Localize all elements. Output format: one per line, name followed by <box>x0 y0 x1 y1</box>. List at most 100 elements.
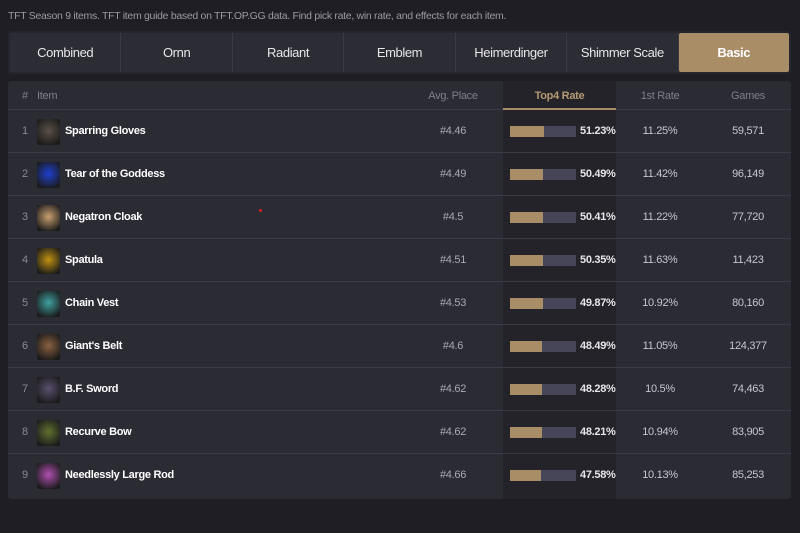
top4-rate-bar-fill <box>510 341 542 352</box>
first-rate: 11.05% <box>642 340 678 352</box>
recurve-bow-icon <box>37 420 60 446</box>
top4-rate-bar-fill <box>510 298 543 309</box>
first-rate: 10.5% <box>645 383 675 395</box>
sort-indicator <box>503 108 616 110</box>
games: 124,377 <box>729 340 767 352</box>
tab-shimmer-scale[interactable]: Shimmer Scale <box>567 33 679 72</box>
header-rank: # <box>22 90 28 102</box>
tab-basic[interactable]: Basic <box>678 33 789 72</box>
top4-rate-bar <box>510 126 576 137</box>
first-rate: 10.92% <box>642 297 678 309</box>
top4-rate-bar-fill <box>510 212 544 223</box>
negatron-cloak-icon <box>37 205 60 231</box>
top4-rate-bar <box>510 212 576 223</box>
table-row[interactable]: 2 Tear of the Goddess #4.49 50.49% 11.42… <box>8 153 791 196</box>
top4-rate-bar-fill <box>510 169 544 180</box>
games: 74,463 <box>732 383 764 395</box>
cursor-dot <box>259 209 262 212</box>
avg-place: #4.49 <box>439 168 467 180</box>
first-rate: 10.94% <box>642 426 678 438</box>
top4-rate-bar-fill <box>510 126 544 137</box>
avg-place: #4.5 <box>442 211 464 223</box>
first-rate: 11.22% <box>642 211 678 223</box>
rank: 3 <box>22 211 28 223</box>
tab-emblem[interactable]: Emblem <box>344 33 456 72</box>
item-name[interactable]: Negatron Cloak <box>65 211 143 223</box>
avg-place: #4.46 <box>439 125 467 137</box>
avg-place: #4.51 <box>439 254 467 266</box>
table-row[interactable]: 4 Spatula #4.51 50.35% 11.63% 11,423 <box>8 239 791 282</box>
table-row[interactable]: 1 Sparring Gloves #4.46 51.23% 11.25% 59… <box>8 110 791 153</box>
top4-rate-bar <box>510 255 576 266</box>
top4-rate-bar <box>510 384 576 395</box>
table-row[interactable]: 6 Giant's Belt #4.6 48.49% 11.05% 124,37… <box>8 325 791 368</box>
header-avg-place[interactable]: Avg. Place <box>428 90 478 102</box>
top4-rate: 49.87% <box>580 297 616 309</box>
top4-rate-bar-fill <box>510 255 544 266</box>
sparring-gloves-icon <box>37 119 60 145</box>
table-row[interactable]: 3 Negatron Cloak #4.5 50.41% 11.22% 77,7… <box>8 196 791 239</box>
games: 83,905 <box>732 426 764 438</box>
top4-rate-bar-fill <box>510 427 542 438</box>
tab-heimerdinger[interactable]: Heimerdinger <box>455 33 568 72</box>
chain-vest-icon <box>37 291 60 317</box>
rank: 2 <box>22 168 28 180</box>
header-top4-rate[interactable]: Top4 Rate <box>534 90 585 102</box>
item-name[interactable]: Tear of the Goddess <box>65 168 165 180</box>
item-name[interactable]: B.F. Sword <box>65 383 119 395</box>
top4-rate: 50.41% <box>580 211 616 223</box>
table-row[interactable]: 7 B.F. Sword #4.62 48.28% 10.5% 74,463 <box>8 368 791 411</box>
first-rate: 11.42% <box>642 168 678 180</box>
top4-rate-bar <box>510 298 576 309</box>
top4-rate: 50.49% <box>580 168 616 180</box>
games: 59,571 <box>732 125 764 137</box>
top4-rate: 50.35% <box>580 254 616 266</box>
games: 80,160 <box>732 297 764 309</box>
top4-rate: 48.28% <box>580 383 616 395</box>
giants-belt-icon <box>37 334 60 360</box>
games: 85,253 <box>732 469 764 481</box>
table-row[interactable]: 5 Chain Vest #4.53 49.87% 10.92% 80,160 <box>8 282 791 325</box>
item-name[interactable]: Recurve Bow <box>65 426 132 438</box>
large-rod-icon <box>37 463 60 489</box>
page-description: TFT Season 9 items. TFT item guide based… <box>8 10 507 22</box>
games: 96,149 <box>732 168 764 180</box>
first-rate: 11.63% <box>642 254 678 266</box>
item-name[interactable]: Needlessly Large Rod <box>65 469 174 481</box>
table-row[interactable]: 9 Needlessly Large Rod #4.66 47.58% 10.1… <box>8 454 791 497</box>
tab-ornn[interactable]: Ornn <box>121 33 233 72</box>
top4-rate: 51.23% <box>580 125 616 137</box>
item-name[interactable]: Sparring Gloves <box>65 125 146 137</box>
bf-sword-icon <box>37 377 60 403</box>
tab-radiant[interactable]: Radiant <box>232 33 345 72</box>
first-rate: 10.13% <box>642 469 678 481</box>
header-games[interactable]: Games <box>731 90 765 102</box>
items-table: # Item Avg. Place Top4 Rate 1st Rate Gam… <box>8 81 791 499</box>
top4-rate-bar-fill <box>510 470 542 481</box>
header-first-rate[interactable]: 1st Rate <box>640 90 680 102</box>
rank: 1 <box>22 125 28 137</box>
table-header: # Item Avg. Place Top4 Rate 1st Rate Gam… <box>8 81 791 110</box>
table-row[interactable]: 8 Recurve Bow #4.62 48.21% 10.94% 83,905 <box>8 411 791 454</box>
top4-rate-bar <box>510 427 576 438</box>
top4-rate: 47.58% <box>580 469 616 481</box>
top4-rate: 48.49% <box>580 340 616 352</box>
item-name[interactable]: Giant's Belt <box>65 340 123 352</box>
item-name[interactable]: Chain Vest <box>65 297 119 309</box>
top4-rate-bar <box>510 341 576 352</box>
rank: 4 <box>22 254 28 266</box>
tab-combined[interactable]: Combined <box>10 33 122 72</box>
avg-place: #4.66 <box>439 469 467 481</box>
avg-place: #4.62 <box>439 383 467 395</box>
games: 11,423 <box>732 254 764 266</box>
spatula-icon <box>37 248 60 274</box>
top4-rate-bar <box>510 169 576 180</box>
top4-rate: 48.21% <box>580 426 616 438</box>
tear-icon <box>37 162 60 188</box>
item-name[interactable]: Spatula <box>65 254 103 266</box>
header-item: Item <box>37 90 58 102</box>
first-rate: 11.25% <box>642 125 678 137</box>
item-category-tabs: Combined Ornn Radiant Emblem Heimerdinger Shi… <box>8 31 791 74</box>
rank: 6 <box>22 340 28 352</box>
top4-rate-bar-fill <box>510 384 542 395</box>
